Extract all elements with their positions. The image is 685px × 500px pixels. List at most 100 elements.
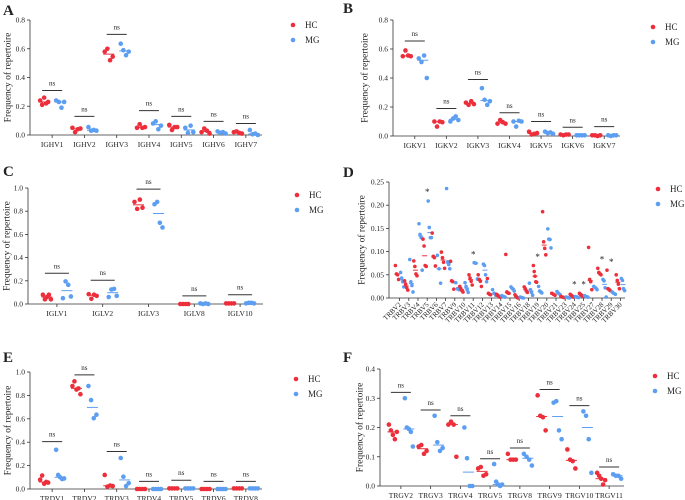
- data-point-hc: [78, 391, 83, 397]
- panel-letter: D: [343, 165, 354, 181]
- significance-label: ns: [570, 116, 577, 124]
- x-tick-label: IGKV5: [530, 141, 553, 150]
- panel-letter: F: [343, 350, 352, 366]
- data-point-mg: [59, 105, 64, 110]
- data-point-mg: [121, 47, 126, 53]
- data-point-mg: [482, 263, 487, 268]
- data-point-hc: [532, 269, 536, 274]
- significance-label: ns: [547, 378, 554, 386]
- significance-label: ns: [178, 469, 185, 477]
- legend-dot-icon: [652, 388, 658, 394]
- data-point-mg: [417, 221, 421, 226]
- significance-label: ns: [210, 470, 217, 478]
- data-point-mg: [438, 281, 443, 285]
- x-tick-label: IGLV10: [228, 309, 253, 318]
- y-tick-label: 0.4: [379, 74, 389, 83]
- legend-label-mg: MG: [665, 37, 680, 47]
- data-point-mg: [154, 199, 160, 205]
- x-tick-label: TRGV4: [448, 491, 472, 500]
- data-point-mg: [91, 415, 97, 421]
- x-tick-label: IGLV3: [138, 309, 159, 318]
- y-tick-label: 0.0: [16, 485, 26, 494]
- data-point-hc: [45, 480, 51, 485]
- significance-label: ns: [538, 111, 545, 119]
- data-point-hc: [403, 48, 408, 53]
- y-tick-label: 0.3: [366, 394, 376, 403]
- data-point-mg: [556, 428, 562, 433]
- legend-dot-icon: [290, 22, 296, 28]
- data-point-mg: [411, 290, 415, 294]
- data-point-mg: [589, 470, 594, 476]
- x-tick-label: TRDV4: [137, 494, 161, 500]
- data-point-hc: [402, 279, 407, 283]
- significance-label: ns: [576, 395, 583, 403]
- legend-label-hc: HC: [308, 374, 321, 384]
- data-point-mg: [434, 439, 440, 445]
- data-point-mg: [418, 232, 422, 237]
- data-point-mg: [483, 273, 488, 277]
- data-point-hc: [503, 121, 508, 126]
- legend-label-mg: MG: [667, 386, 682, 396]
- data-point-hc: [396, 277, 401, 282]
- data-point-mg: [484, 102, 490, 108]
- x-tick-label: IGKV1: [404, 141, 427, 150]
- data-point-hc: [46, 292, 52, 298]
- data-point-mg: [487, 98, 493, 104]
- data-point-mg: [462, 425, 467, 430]
- y-tick-label: 0.6: [16, 44, 26, 53]
- data-point-hc: [448, 259, 453, 264]
- x-tick-label: IGHV6: [202, 140, 225, 149]
- data-point-mg: [512, 289, 516, 293]
- data-point-mg: [435, 253, 440, 258]
- data-point-hc: [476, 273, 481, 277]
- legend-label-mg: MG: [670, 199, 685, 209]
- legend-label-hc: HC: [665, 22, 678, 32]
- x-tick-label: TRDV2: [72, 494, 96, 500]
- data-point-mg: [188, 123, 193, 128]
- data-point-hc: [440, 255, 445, 260]
- data-point-mg: [595, 287, 599, 292]
- x-tick-label: TRGV11: [595, 491, 623, 500]
- data-point-hc: [605, 268, 609, 272]
- significance-label: ns: [54, 262, 61, 270]
- data-point-hc: [505, 451, 511, 457]
- data-point-mg: [63, 279, 68, 284]
- data-point-hc: [452, 287, 456, 291]
- data-point-mg: [111, 286, 117, 292]
- data-point-mg: [586, 436, 592, 442]
- data-point-hc: [39, 473, 45, 478]
- x-tick-label: TRGV8: [508, 491, 532, 500]
- data-point-mg: [416, 56, 422, 61]
- significance-label: ns: [443, 97, 450, 105]
- data-point-hc: [422, 244, 426, 248]
- data-point-mg: [86, 383, 91, 389]
- data-point-mg: [126, 480, 132, 486]
- data-point-mg: [121, 474, 126, 480]
- data-point-mg: [88, 397, 94, 403]
- data-point-mg: [559, 436, 564, 442]
- data-point-hc: [39, 102, 45, 108]
- data-point-mg: [482, 97, 487, 103]
- data-point-mg: [182, 125, 188, 131]
- data-point-mg: [521, 451, 527, 457]
- y-axis-label: Frequency of repertoire: [2, 386, 13, 476]
- x-tick-label: TRGV9: [538, 491, 562, 500]
- significance-label: ns: [146, 470, 153, 478]
- data-point-mg: [153, 119, 158, 124]
- data-point-hc: [614, 273, 618, 277]
- data-point-hc: [415, 273, 419, 278]
- y-tick-label: 0.25: [371, 178, 384, 187]
- data-point-mg: [160, 225, 165, 230]
- data-point-hc: [412, 259, 416, 263]
- data-point-mg: [409, 279, 413, 284]
- data-point-mg: [223, 131, 228, 136]
- x-tick-label: IGHV1: [41, 140, 64, 149]
- data-point-hc: [600, 482, 606, 487]
- x-tick-label: IGLV2: [92, 309, 113, 318]
- data-point-hc: [392, 436, 398, 442]
- y-tick-label: 0.8: [379, 16, 389, 25]
- data-point-mg: [529, 463, 535, 468]
- x-tick-label: TRDV1: [40, 494, 64, 500]
